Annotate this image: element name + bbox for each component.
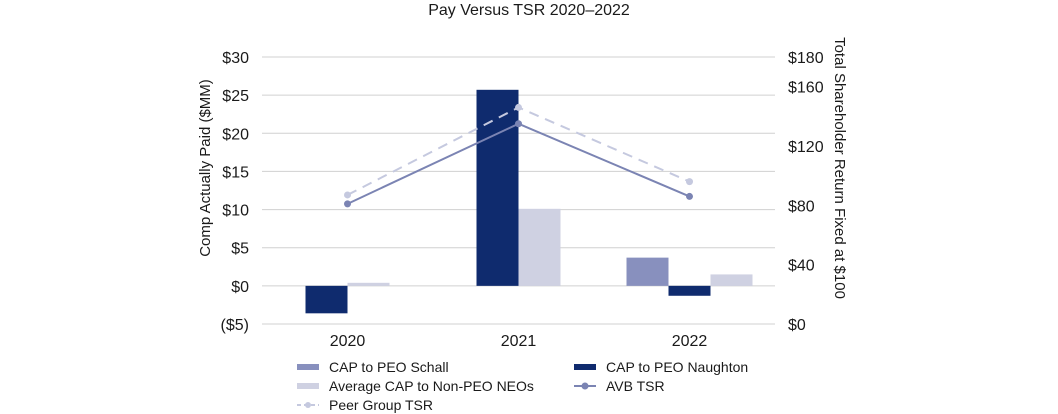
bar-cap-to-peo-naughton-2022 <box>668 285 711 296</box>
point-avb-tsr-2020 <box>344 200 351 208</box>
y-tick-label: $15 <box>222 164 249 181</box>
point-avb-tsr-2021 <box>515 120 522 128</box>
y-tick-label: $10 <box>222 203 249 220</box>
point-peer-group-tsr-2020 <box>344 191 351 199</box>
x-tick-label: 2022 <box>672 333 708 350</box>
y-tick-label: $20 <box>222 126 249 143</box>
legend-swatch-schall <box>297 364 319 371</box>
legend-label-avb-tsr: AVB TSR <box>606 378 665 395</box>
y2-tick-label: $80 <box>788 198 815 215</box>
x-axis-ticks: 2020 2021 2022 <box>330 333 708 350</box>
bar-average-cap-to-non-peo-neos-2021 <box>518 208 561 286</box>
y-tick-label: $25 <box>222 88 249 105</box>
y2-tick-label: $120 <box>788 139 824 156</box>
bar-cap-to-peo-naughton-2021 <box>476 89 519 286</box>
legend-label-schall: CAP to PEO Schall <box>329 359 449 376</box>
legend-swatch-non-peo <box>297 383 319 390</box>
legend-label-non-peo: Average CAP to Non-PEO NEOs <box>329 378 534 395</box>
legend-swatch-avb-tsr <box>574 382 596 390</box>
point-avb-tsr-2022 <box>686 192 693 200</box>
point-peer-group-tsr-2021 <box>515 103 522 111</box>
left-axis-ticks: $30 $25 $20 $15 $10 $5 $0 ($5) <box>221 50 250 334</box>
legend-item-avb-tsr: AVB TSR <box>574 376 665 394</box>
y2-tick-label: $40 <box>788 258 815 275</box>
y2-tick-label: $160 <box>788 80 824 97</box>
legend-label-peer-tsr: Peer Group TSR <box>329 397 434 414</box>
bar-cap-to-peo-naughton-2020 <box>305 285 348 314</box>
legend-label-naughton: CAP to PEO Naughton <box>606 359 749 376</box>
bar-cap-to-peo-schall-2022 <box>626 257 669 286</box>
y2-tick-label: $180 <box>788 50 824 67</box>
chart-title: Pay Versus TSR 2020–2022 <box>428 2 630 19</box>
legend-item-naughton: CAP to PEO Naughton <box>574 357 748 375</box>
x-tick-label: 2020 <box>330 333 366 350</box>
legend-swatch-naughton <box>574 364 596 371</box>
legend-item-non-peo: Average CAP to Non-PEO NEOs <box>297 376 534 394</box>
y-axis-label: Comp Actually Paid ($MM) <box>197 79 214 257</box>
y2-axis-label: Total Shareholder Return Fixed at $100 <box>831 37 848 299</box>
y-tick-label: ($5) <box>221 317 249 334</box>
bar-average-cap-to-non-peo-neos-2020 <box>347 282 390 286</box>
bars <box>305 89 753 314</box>
y-tick-label: $0 <box>231 279 249 296</box>
y-tick-label: $5 <box>231 241 249 258</box>
legend-item-schall: CAP to PEO Schall <box>297 357 449 375</box>
x-tick-label: 2021 <box>501 333 537 350</box>
y2-tick-label: $0 <box>788 317 806 334</box>
tsr-lines <box>344 103 693 208</box>
legend-item-peer-tsr: Peer Group TSR <box>297 395 433 413</box>
right-axis-ticks: $180 $160 $120 $80 $40 $0 <box>788 50 824 334</box>
legend-swatch-peer-tsr <box>297 402 319 409</box>
bar-average-cap-to-non-peo-neos-2022 <box>710 274 753 286</box>
y-tick-label: $30 <box>222 50 249 67</box>
point-peer-group-tsr-2022 <box>686 178 693 186</box>
